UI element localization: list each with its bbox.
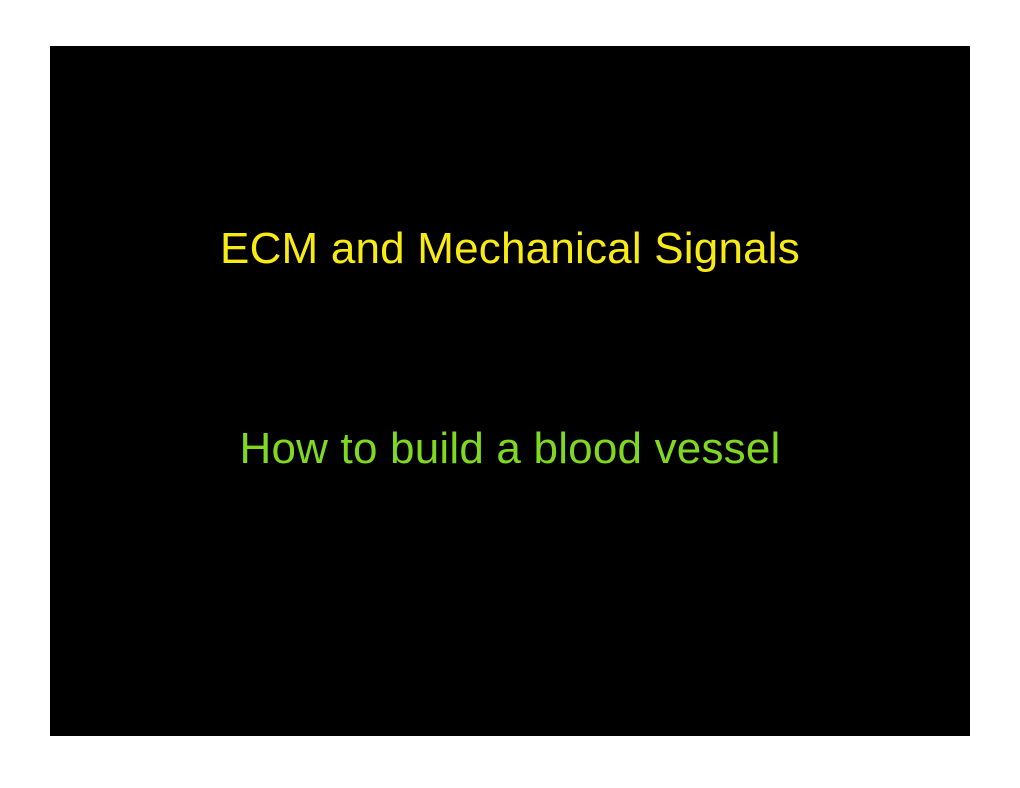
slide-subtitle: How to build a blood vessel: [239, 424, 780, 474]
slide-title: ECM and Mechanical Signals: [220, 224, 800, 274]
slide-container: ECM and Mechanical Signals How to build …: [50, 46, 970, 736]
